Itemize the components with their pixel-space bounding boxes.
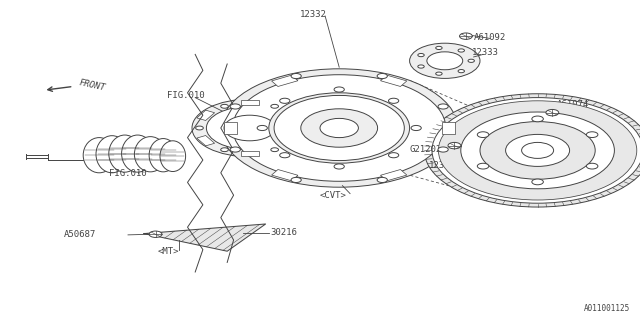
Circle shape xyxy=(221,69,458,187)
Ellipse shape xyxy=(96,136,128,173)
Circle shape xyxy=(377,177,387,182)
Circle shape xyxy=(301,109,378,147)
Circle shape xyxy=(233,75,446,181)
Text: A61092: A61092 xyxy=(474,33,506,42)
Text: A50687: A50687 xyxy=(64,230,96,239)
Circle shape xyxy=(224,115,275,141)
Circle shape xyxy=(506,134,570,166)
Bar xyxy=(285,110,303,121)
Bar xyxy=(381,75,407,86)
Circle shape xyxy=(410,43,480,78)
Text: <MT>: <MT> xyxy=(157,247,179,256)
Circle shape xyxy=(438,104,448,109)
Circle shape xyxy=(221,104,228,108)
Circle shape xyxy=(586,132,598,138)
Circle shape xyxy=(532,116,543,122)
Text: 12333: 12333 xyxy=(472,48,499,57)
Ellipse shape xyxy=(134,137,166,172)
Circle shape xyxy=(221,148,228,152)
Circle shape xyxy=(458,49,465,52)
Bar xyxy=(241,100,259,105)
Circle shape xyxy=(207,106,293,150)
Bar xyxy=(196,110,214,121)
Circle shape xyxy=(418,53,424,57)
Circle shape xyxy=(274,95,404,161)
Circle shape xyxy=(477,163,489,169)
Bar xyxy=(285,135,303,146)
Circle shape xyxy=(388,153,399,158)
Circle shape xyxy=(271,104,278,108)
Circle shape xyxy=(320,118,358,138)
Circle shape xyxy=(532,179,543,185)
Text: 12342: 12342 xyxy=(429,161,456,170)
Circle shape xyxy=(230,147,241,152)
Circle shape xyxy=(477,132,489,138)
Circle shape xyxy=(192,99,307,157)
Ellipse shape xyxy=(109,135,141,172)
Text: 12332: 12332 xyxy=(300,10,327,19)
Circle shape xyxy=(424,94,640,207)
Circle shape xyxy=(271,148,278,152)
Bar xyxy=(241,151,259,156)
Text: A011001125: A011001125 xyxy=(584,304,630,313)
Ellipse shape xyxy=(122,135,154,172)
Circle shape xyxy=(480,122,595,179)
Text: FIG.010: FIG.010 xyxy=(167,91,204,100)
Circle shape xyxy=(436,46,442,50)
Text: <CVT>: <CVT> xyxy=(320,191,347,200)
Circle shape xyxy=(436,72,442,75)
Circle shape xyxy=(291,177,301,182)
Ellipse shape xyxy=(83,138,115,173)
Circle shape xyxy=(586,163,598,169)
Text: A61074: A61074 xyxy=(557,100,589,109)
Circle shape xyxy=(448,142,461,149)
Text: FIG.010: FIG.010 xyxy=(109,169,147,178)
Text: FRONT: FRONT xyxy=(78,78,106,92)
Ellipse shape xyxy=(149,139,177,172)
Circle shape xyxy=(461,112,614,189)
Circle shape xyxy=(438,101,637,200)
Text: 30216: 30216 xyxy=(270,228,297,237)
Circle shape xyxy=(460,33,472,39)
Circle shape xyxy=(432,98,640,203)
Circle shape xyxy=(196,126,204,130)
Circle shape xyxy=(546,109,559,116)
Bar xyxy=(196,135,214,146)
Text: <MT>: <MT> xyxy=(576,158,598,167)
Circle shape xyxy=(377,74,387,79)
Circle shape xyxy=(291,74,301,79)
Circle shape xyxy=(280,153,290,158)
Bar xyxy=(381,170,407,181)
Circle shape xyxy=(468,59,474,62)
Circle shape xyxy=(334,164,344,169)
Circle shape xyxy=(280,98,290,103)
Circle shape xyxy=(438,147,448,152)
Text: G21202: G21202 xyxy=(410,145,442,154)
Circle shape xyxy=(296,126,303,130)
Bar xyxy=(271,75,298,86)
Circle shape xyxy=(388,98,399,103)
Circle shape xyxy=(257,125,268,131)
Circle shape xyxy=(334,87,344,92)
Circle shape xyxy=(427,52,463,70)
Bar xyxy=(442,122,454,134)
Circle shape xyxy=(230,104,241,109)
Bar xyxy=(271,170,298,181)
Ellipse shape xyxy=(160,141,186,172)
Bar xyxy=(224,122,237,134)
Circle shape xyxy=(411,125,421,131)
Polygon shape xyxy=(144,224,266,251)
Circle shape xyxy=(522,142,554,158)
Circle shape xyxy=(418,65,424,68)
Circle shape xyxy=(149,231,162,237)
Circle shape xyxy=(269,93,410,163)
Circle shape xyxy=(458,69,465,73)
